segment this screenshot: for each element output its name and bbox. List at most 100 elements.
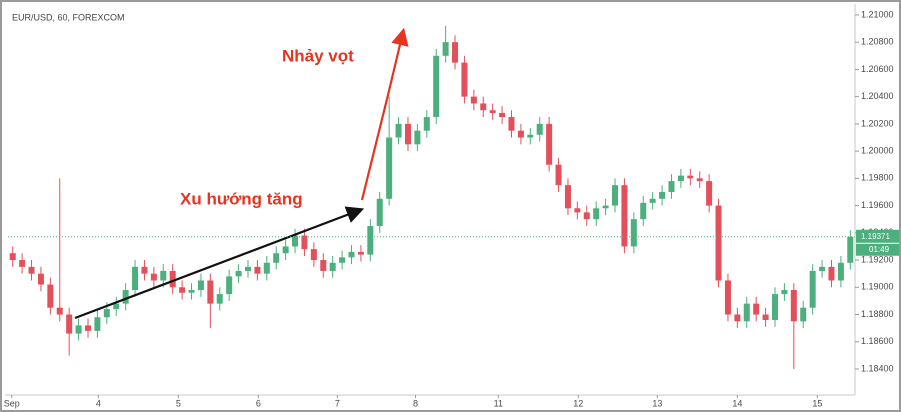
candle-body (254, 266, 261, 274)
candle-body (28, 266, 35, 274)
candle-body (94, 317, 101, 331)
candle-body (216, 294, 223, 304)
y-tick-label: 1.19000 (861, 282, 894, 292)
x-tick-label: 6 (256, 398, 261, 408)
candle-body (19, 260, 26, 267)
candle-body (612, 185, 619, 206)
y-tick-label: 1.21000 (861, 9, 894, 19)
candle-body (292, 235, 299, 247)
candle-body (536, 123, 543, 135)
candle-body (470, 96, 477, 104)
candle-body (715, 205, 722, 281)
candle-body (527, 134, 534, 138)
candle-body (508, 117, 515, 131)
candle-body (273, 253, 280, 263)
candle-body (489, 110, 496, 113)
y-tick-label: 1.18800 (861, 309, 894, 319)
candle-body (404, 123, 411, 145)
candle-body (244, 266, 251, 271)
candle-body (837, 262, 844, 281)
candle-body (197, 280, 204, 291)
candle-body (630, 219, 637, 247)
candle-body (819, 266, 826, 271)
countdown-label: 01:49 (869, 245, 890, 254)
candle-body (310, 249, 317, 261)
candle-body (56, 307, 63, 315)
candle-body (574, 208, 581, 213)
candle-body (320, 260, 327, 271)
candle-body (263, 262, 270, 274)
candle-body (141, 266, 148, 274)
candle-body (160, 270, 167, 281)
x-tick-label: 5 (176, 398, 181, 408)
candle-body (452, 42, 459, 63)
candle-body (282, 246, 289, 254)
x-tick-label: 4 (96, 398, 101, 408)
candle-body (602, 205, 609, 209)
candle-body (583, 212, 590, 220)
candle-body (9, 253, 16, 261)
x-tick-label: 14 (732, 398, 742, 408)
candle-body (734, 314, 741, 322)
candle-body (376, 198, 383, 227)
candle-body (461, 62, 468, 97)
candle-body (696, 178, 703, 182)
candle-body (329, 262, 336, 271)
candle-body (555, 164, 562, 186)
candle-body (132, 266, 139, 291)
candle-body (640, 202, 647, 220)
candle-body (301, 235, 308, 250)
candle-body (724, 280, 731, 315)
y-tick-label: 1.18400 (861, 363, 894, 373)
candle-body (386, 137, 393, 199)
candle-body (442, 42, 449, 56)
candle-body (593, 208, 600, 220)
candle-body (357, 251, 364, 255)
countdown-box (856, 243, 899, 256)
y-tick-label: 1.18600 (861, 336, 894, 346)
candle-body (433, 55, 440, 118)
candle-body (762, 314, 769, 320)
y-tick-label: 1.19200 (861, 254, 894, 264)
plot-area (9, 25, 854, 369)
candle-body (649, 198, 656, 203)
candle-body (339, 257, 346, 263)
candle-body (517, 130, 524, 138)
candle-body (37, 273, 44, 285)
x-tick-label: 13 (652, 398, 662, 408)
y-tick-label: 1.20200 (861, 118, 894, 128)
y-tick-label: 1.20800 (861, 37, 894, 47)
y-tick-label: 1.19600 (861, 200, 894, 210)
candle-body (103, 309, 110, 318)
candle-body (687, 175, 694, 179)
annotation: Nhảy vọt (282, 46, 354, 65)
candle-body (800, 307, 807, 322)
y-tick-label: 1.19800 (861, 173, 894, 183)
y-tick-label: 1.20400 (861, 91, 894, 101)
x-tick-label: 11 (494, 398, 503, 408)
candle-body (169, 270, 176, 288)
x-tick-label: 7 (335, 398, 340, 408)
candle-body (828, 266, 835, 281)
candle-body (564, 185, 571, 209)
candle-body (499, 112, 506, 118)
candle-body (771, 294, 779, 320)
candle-body (847, 236, 854, 263)
last-price-box (856, 229, 899, 243)
candle-body (659, 191, 666, 199)
candle-body (367, 226, 374, 255)
candle-body (809, 270, 816, 308)
x-tick-label: 15 (812, 398, 822, 408)
candle-body (113, 303, 120, 310)
y-tick-label: 1.20000 (861, 145, 894, 155)
candle-body (414, 130, 421, 145)
candle-body (122, 290, 129, 304)
candle-body (348, 251, 355, 258)
x-tick-label: 8 (413, 398, 418, 408)
x-tick-label: Sep (4, 398, 20, 408)
candle-body (235, 270, 242, 277)
last-price-label: 1.19371 (861, 232, 890, 241)
candle-body (150, 273, 157, 281)
